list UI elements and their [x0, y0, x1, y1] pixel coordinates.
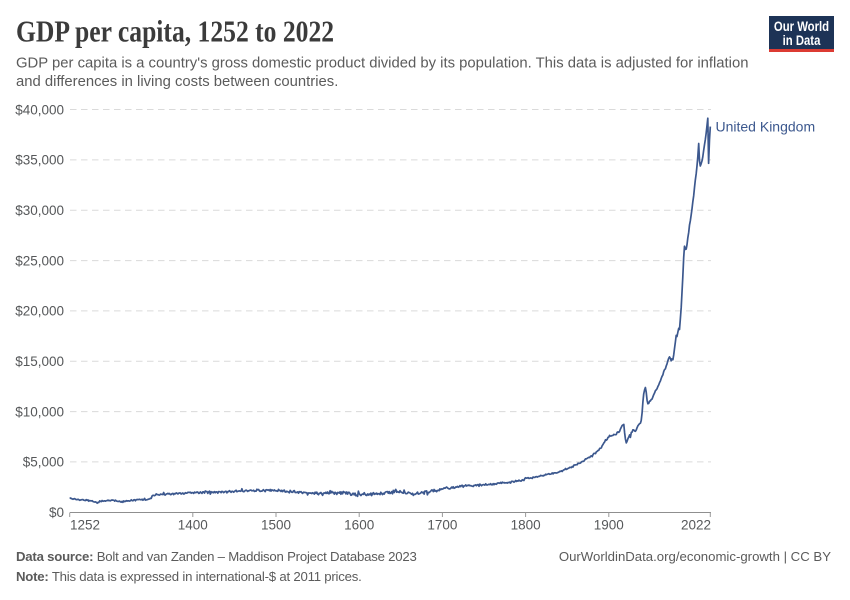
- svg-text:Our World: Our World: [774, 19, 829, 34]
- svg-text:United Kingdom: United Kingdom: [716, 119, 816, 135]
- svg-text:$30,000: $30,000: [15, 203, 64, 218]
- svg-text:$5,000: $5,000: [23, 455, 64, 470]
- svg-text:1900: 1900: [594, 518, 624, 533]
- svg-text:$0: $0: [49, 505, 64, 520]
- svg-text:GDP per capita is a country's: GDP per capita is a country's gross dome…: [16, 55, 749, 71]
- svg-text:$40,000: $40,000: [15, 102, 64, 117]
- svg-text:GDP per capita, 1252 to 2022: GDP per capita, 1252 to 2022: [16, 15, 334, 49]
- svg-text:1252: 1252: [70, 518, 100, 533]
- svg-text:Data source: Bolt and van Zand: Data source: Bolt and van Zanden – Maddi…: [16, 549, 417, 564]
- svg-text:and differences in living cost: and differences in living costs between …: [16, 74, 338, 90]
- svg-text:$15,000: $15,000: [15, 354, 64, 369]
- svg-text:1800: 1800: [511, 518, 541, 533]
- svg-text:1700: 1700: [427, 518, 457, 533]
- svg-text:OurWorldinData.org/economic-gr: OurWorldinData.org/economic-growth | CC …: [559, 549, 831, 564]
- svg-text:1500: 1500: [261, 518, 291, 533]
- svg-text:$20,000: $20,000: [15, 304, 64, 319]
- svg-text:in Data: in Data: [783, 33, 821, 48]
- svg-text:Note: This data is expressed i: Note: This data is expressed in internat…: [16, 569, 362, 584]
- svg-text:1400: 1400: [178, 518, 208, 533]
- svg-text:$35,000: $35,000: [15, 153, 64, 168]
- svg-text:1600: 1600: [344, 518, 374, 533]
- svg-text:2022: 2022: [681, 518, 711, 533]
- svg-text:$25,000: $25,000: [15, 253, 64, 268]
- svg-text:$10,000: $10,000: [15, 404, 64, 419]
